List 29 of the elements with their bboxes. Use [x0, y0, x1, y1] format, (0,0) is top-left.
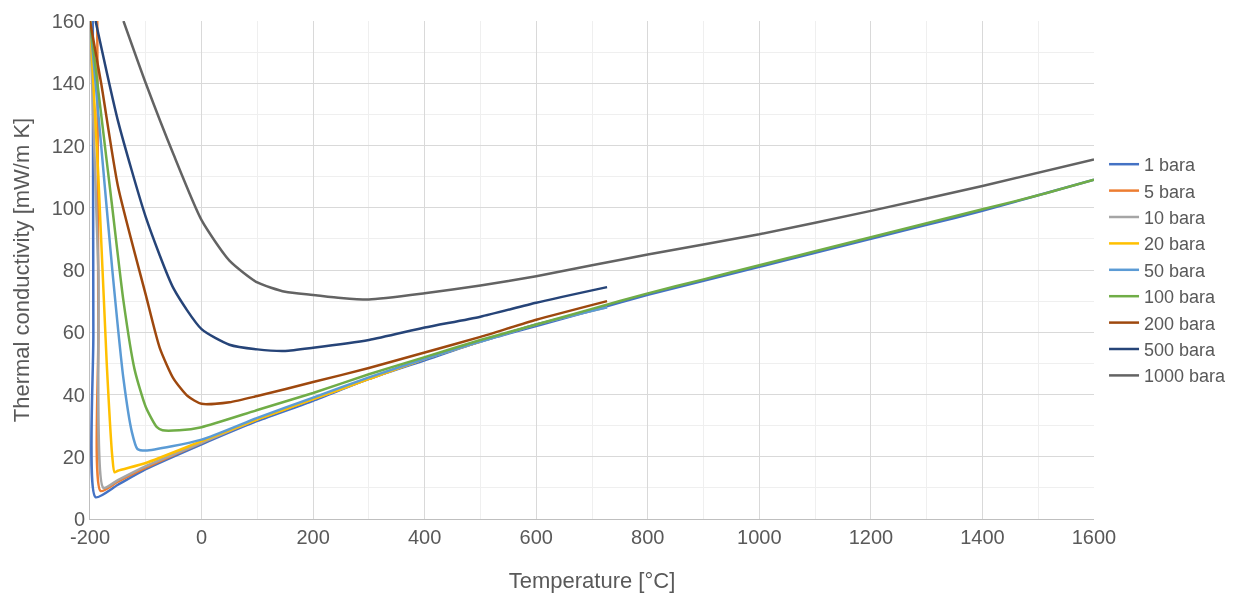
x-tick-label: 600	[519, 526, 553, 548]
x-tick-label: 1600	[1071, 526, 1117, 548]
legend-label: 1000 bara	[1144, 366, 1227, 387]
x-tick-label: 1200	[848, 526, 894, 548]
y-tick-label: 100	[51, 196, 85, 219]
x-tick-label: 1000	[737, 526, 782, 548]
legend-label: 1 bara	[1144, 155, 1197, 176]
x-tick-label: 400	[407, 526, 442, 548]
y-tick-label: 40	[62, 383, 85, 406]
legend-label: 500 bara	[1144, 340, 1217, 361]
legend-label: 20 bara	[1144, 234, 1207, 255]
y-tick-label: 160	[51, 10, 85, 32]
y-tick-label: 60	[62, 321, 85, 344]
y-tick-label: 80	[62, 259, 85, 281]
legend-label: 5 bara	[1144, 181, 1197, 202]
x-tick-label: 800	[631, 526, 665, 548]
y-axis-title: Thermal conductivity [mW/m K]	[9, 117, 35, 423]
legend-label: 100 bara	[1144, 287, 1217, 308]
y-tick-label: 140	[51, 72, 85, 95]
legend-label: 200 bara	[1144, 313, 1217, 334]
x-tick-label: 1400	[960, 526, 1005, 548]
line-series	[122, 21, 1094, 301]
legend-label: 10 bara	[1144, 208, 1207, 229]
legend-label: 50 bara	[1144, 260, 1207, 281]
x-tick-label: 200	[296, 526, 330, 548]
x-tick-label: 0	[196, 526, 208, 548]
y-tick-label: 20	[62, 445, 85, 468]
y-tick-label: 120	[51, 134, 85, 157]
x-axis-title: Temperature [°C]	[508, 567, 676, 593]
